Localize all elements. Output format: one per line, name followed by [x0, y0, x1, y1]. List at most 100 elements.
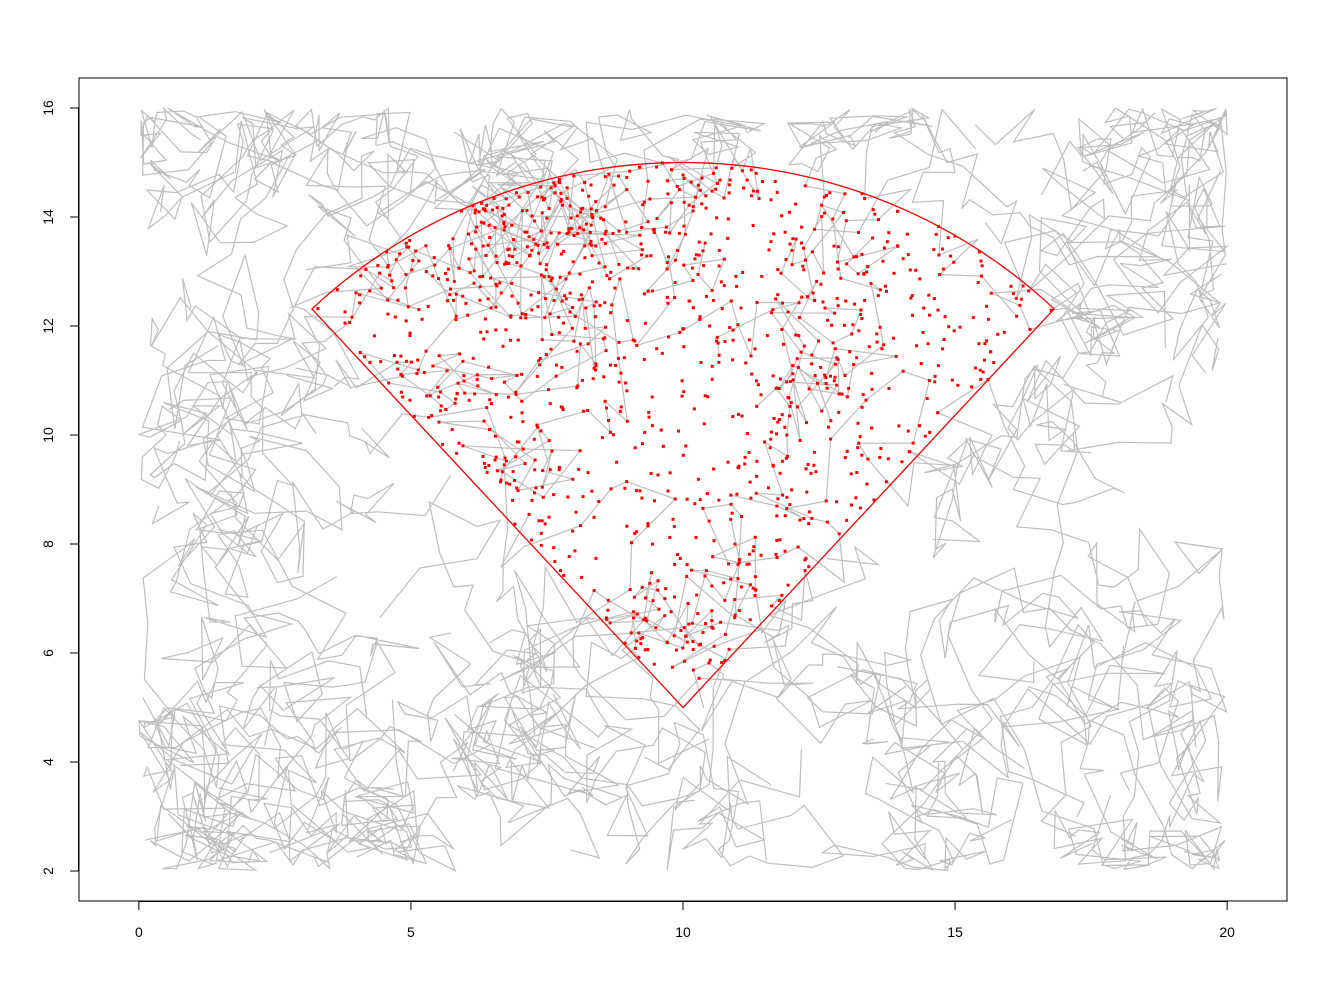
sector-point — [541, 495, 545, 499]
sector-point — [682, 626, 686, 629]
sector-point — [678, 556, 682, 560]
sector-point — [624, 381, 627, 385]
sector-point — [830, 323, 834, 327]
sector-point — [878, 325, 882, 329]
sector-point — [729, 299, 733, 303]
sector-point — [625, 175, 629, 179]
sector-point — [560, 299, 564, 303]
sector-point — [618, 409, 622, 413]
sector-point — [861, 393, 865, 397]
sector-point — [835, 500, 839, 504]
sector-point — [550, 449, 554, 453]
sector-point — [856, 446, 860, 450]
sector-point — [866, 265, 870, 269]
sector-point — [776, 497, 780, 501]
sector-point — [946, 236, 950, 240]
sector-points — [316, 161, 1053, 680]
sector-point — [813, 299, 817, 302]
sector-point — [633, 339, 637, 343]
sector-point — [392, 286, 396, 290]
sector-point — [378, 271, 382, 275]
sector-point — [665, 267, 669, 271]
sector-point — [727, 191, 731, 195]
sector-point — [538, 363, 542, 367]
x-tick-label: 20 — [1219, 924, 1235, 940]
sector-point — [472, 281, 476, 285]
sector-point — [646, 220, 650, 224]
sector-point — [696, 477, 700, 481]
sector-point — [803, 558, 807, 562]
sector-point — [823, 211, 826, 215]
sector-point — [615, 460, 619, 464]
sector-point — [682, 390, 686, 394]
sector-point — [675, 184, 679, 188]
sector-point — [788, 404, 792, 408]
sector-point — [557, 468, 561, 472]
sector-point — [723, 340, 727, 343]
sector-point — [364, 267, 368, 271]
sector-point — [728, 326, 732, 329]
sector-point — [731, 338, 735, 342]
sector-point — [718, 178, 722, 182]
sector-point — [805, 421, 808, 425]
sector-point — [473, 392, 477, 396]
sector-point — [393, 315, 397, 319]
sector-point — [609, 270, 613, 274]
track-line — [1028, 107, 1227, 404]
sector-point — [410, 268, 414, 272]
sector-point — [471, 356, 475, 360]
sector-point — [881, 259, 885, 263]
sector-point — [619, 405, 623, 409]
sector-point — [892, 271, 896, 275]
sector-point — [516, 338, 520, 342]
sector-point — [798, 518, 802, 522]
sector-point — [773, 180, 777, 183]
sector-point — [672, 525, 676, 529]
sector-point — [454, 314, 458, 318]
sector-point — [831, 217, 835, 221]
sector-point — [745, 178, 749, 182]
sector-point — [488, 236, 492, 239]
sector-point — [408, 239, 412, 242]
sector-point — [533, 458, 537, 462]
sector-point — [844, 219, 848, 223]
sector-point — [696, 273, 700, 276]
sector-point — [833, 347, 837, 351]
sector-point — [404, 241, 408, 245]
sector-point — [515, 486, 519, 490]
sector-point — [461, 294, 465, 298]
sector-point — [644, 596, 647, 600]
sector-point — [722, 257, 726, 261]
sector-point — [769, 198, 773, 202]
sector-point — [800, 225, 803, 229]
sector-point — [863, 197, 867, 201]
sector-point — [865, 482, 869, 486]
sector-point — [386, 265, 390, 269]
sector-point — [804, 258, 807, 262]
sector-point — [489, 402, 493, 405]
sector-point — [633, 532, 637, 535]
sector-point — [919, 362, 923, 365]
sector-point — [439, 390, 442, 394]
sector-point — [747, 451, 751, 454]
sector-point — [490, 377, 494, 381]
sector-point — [807, 565, 811, 569]
sector-point — [748, 480, 752, 484]
sector-point — [591, 216, 595, 220]
sector-point — [538, 357, 542, 360]
sector-point — [730, 166, 734, 170]
sector-point — [514, 191, 518, 195]
sector-point — [703, 394, 707, 398]
sector-point — [666, 489, 670, 493]
sector-point — [717, 353, 721, 357]
sector-point — [581, 188, 585, 192]
sector-point — [647, 415, 651, 419]
sector-point — [737, 609, 741, 613]
sector-point — [694, 253, 698, 257]
sector-point — [547, 388, 550, 392]
track-line — [137, 296, 259, 525]
sector-point — [578, 226, 582, 230]
sector-point — [564, 277, 568, 281]
sector-point — [942, 338, 946, 341]
sector-point — [829, 437, 833, 441]
